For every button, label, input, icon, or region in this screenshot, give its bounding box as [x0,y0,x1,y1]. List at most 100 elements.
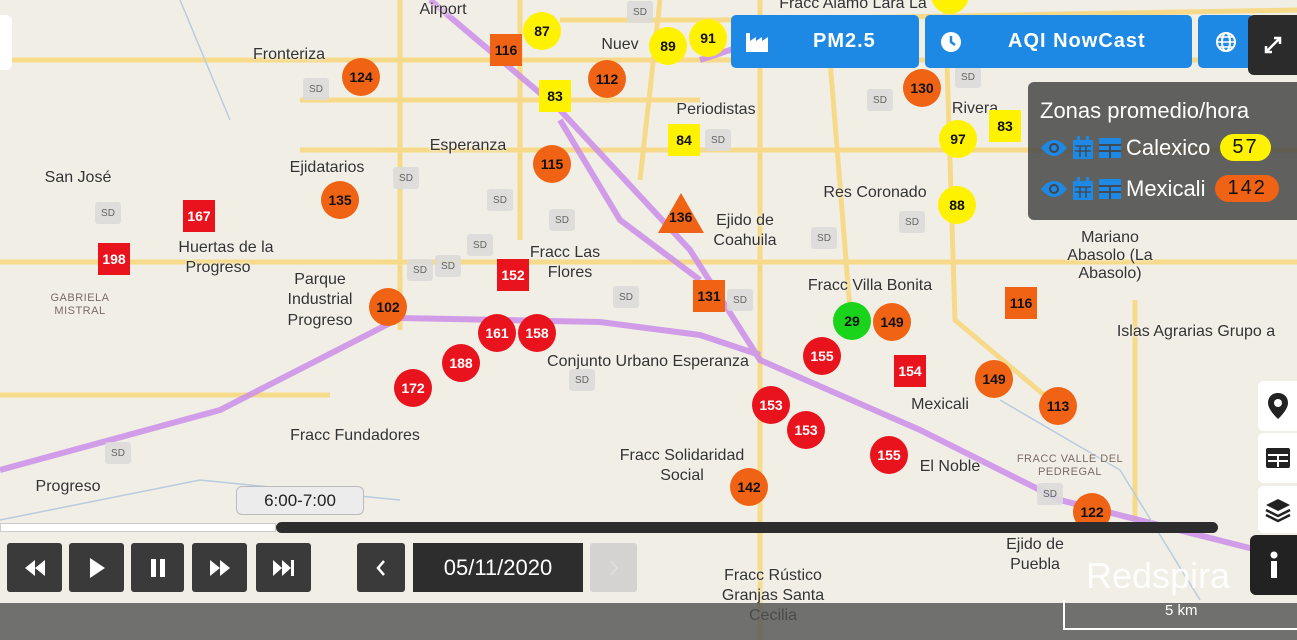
place-label: Fracc Solidaridad [619,447,745,464]
station-marker[interactable]: 116 [1005,287,1037,319]
station-marker[interactable]: 154 [894,355,926,387]
skip-end-button[interactable] [256,543,311,592]
expand-button[interactable] [1248,15,1297,75]
no-data-marker[interactable]: SD [467,234,493,256]
place-label: Fracc Las [529,244,601,261]
no-data-marker[interactable]: SD [393,167,419,189]
no-data-marker[interactable]: SD [487,189,513,211]
station-marker[interactable]: 153 [752,386,790,424]
zone-value-badge: 142 [1215,175,1279,202]
date-display: 05/11/2020 [413,543,583,592]
no-data-marker[interactable]: SD [569,369,595,391]
no-data-marker[interactable]: SD [627,1,653,23]
language-button[interactable] [1198,15,1254,68]
fast-forward-icon [209,559,230,576]
no-data-marker[interactable]: SD [811,227,837,249]
no-data-marker[interactable]: SD [899,211,925,233]
layers-button[interactable] [1258,486,1297,533]
place-label: Flores [547,264,593,281]
place-label: Fracc Villa Bonita [807,277,933,294]
bottom-bar [0,603,1297,640]
no-data-marker[interactable]: SD [613,286,639,308]
station-marker[interactable]: 113 [1039,387,1077,425]
station-marker[interactable]: 149 [975,360,1013,398]
station-marker[interactable]: 115 [533,145,571,183]
station-marker[interactable]: 131 [693,280,725,312]
no-data-marker[interactable]: SD [407,259,433,281]
station-marker[interactable]: 158 [518,314,556,352]
scale-bar: 5 km [1063,600,1297,630]
station-marker[interactable]: 87 [523,12,561,50]
place-label: MISTRAL [54,305,106,317]
timeline-slider[interactable] [0,522,1218,533]
timeline-played [0,523,276,532]
calendar-icon[interactable] [1072,176,1094,201]
table-button[interactable] [1258,433,1297,483]
station-marker[interactable]: 152 [497,259,529,291]
pause-icon [150,558,165,577]
station-marker[interactable]: 76 [931,0,969,14]
locations-button[interactable] [1258,381,1297,431]
station-marker[interactable]: 112 [588,60,626,98]
pollutant-button[interactable]: PM2.5 [731,15,919,68]
redspira-watermark: Redspira [1086,555,1231,596]
station-marker[interactable]: 124 [342,58,380,96]
station-marker[interactable]: 130 [903,69,941,107]
station-marker[interactable]: 84 [668,124,700,156]
place-label: Industrial [287,291,353,308]
station-marker[interactable]: 83 [989,110,1021,142]
no-data-marker[interactable]: SD [435,255,461,277]
next-date-button[interactable] [590,543,637,592]
search-box-edge[interactable] [0,15,12,70]
station-marker[interactable]: 155 [803,337,841,375]
pause-button[interactable] [131,543,184,592]
station-marker[interactable]: 188 [442,344,480,382]
station-marker[interactable]: 155 [870,436,908,474]
chevron-left-icon [376,559,385,576]
station-marker[interactable]: 116 [490,34,522,66]
place-label: Abasolo (La [1067,247,1153,264]
eye-icon[interactable] [1040,179,1068,199]
no-data-marker[interactable]: SD [1037,483,1063,505]
no-data-marker[interactable]: SD [303,78,329,100]
station-marker[interactable]: 102 [369,288,407,326]
no-data-marker[interactable]: SD [549,209,575,231]
place-label: Airport [419,1,467,18]
station-marker[interactable]: 149 [873,303,911,341]
station-marker[interactable]: 161 [478,314,516,352]
previous-date-button[interactable] [357,543,405,592]
station-marker[interactable]: 153 [787,411,825,449]
info-button[interactable] [1250,535,1297,595]
no-data-marker[interactable]: SD [867,89,893,111]
calendar-icon[interactable] [1072,135,1094,160]
place-label: Fracc Rústico [724,567,822,584]
station-marker[interactable]: 88 [938,186,976,224]
station-marker[interactable]: 97 [939,120,977,158]
station-marker[interactable]: 167 [183,200,215,232]
index-button[interactable]: AQI NowCast [925,15,1192,68]
station-marker[interactable]: 172 [394,369,432,407]
no-data-marker[interactable]: SD [705,129,731,151]
station-marker[interactable]: 29 [833,302,871,340]
no-data-marker[interactable]: SD [955,66,981,88]
station-marker[interactable]: 83 [539,80,571,112]
place-label: Progreso [35,478,101,495]
eye-icon[interactable] [1040,138,1068,158]
table-icon[interactable] [1098,178,1122,200]
station-marker[interactable]: 142 [730,468,768,506]
station-marker[interactable]: 91 [689,19,727,57]
station-marker[interactable]: 135 [321,181,359,219]
place-label: Mexicali [911,396,969,413]
station-marker[interactable]: 136 [658,193,704,233]
zones-panel: Zonas promedio/hora Calexico 57 Mexicali 14… [1028,82,1297,220]
rewind-button[interactable] [7,543,62,592]
no-data-marker[interactable]: SD [105,442,131,464]
station-marker[interactable]: 198 [98,243,130,275]
table-icon[interactable] [1098,137,1122,159]
fast-forward-button[interactable] [192,543,247,592]
no-data-marker[interactable]: SD [95,202,121,224]
no-data-marker[interactable]: SD [727,289,753,311]
station-marker[interactable]: 89 [649,27,687,65]
play-button[interactable] [69,543,124,592]
